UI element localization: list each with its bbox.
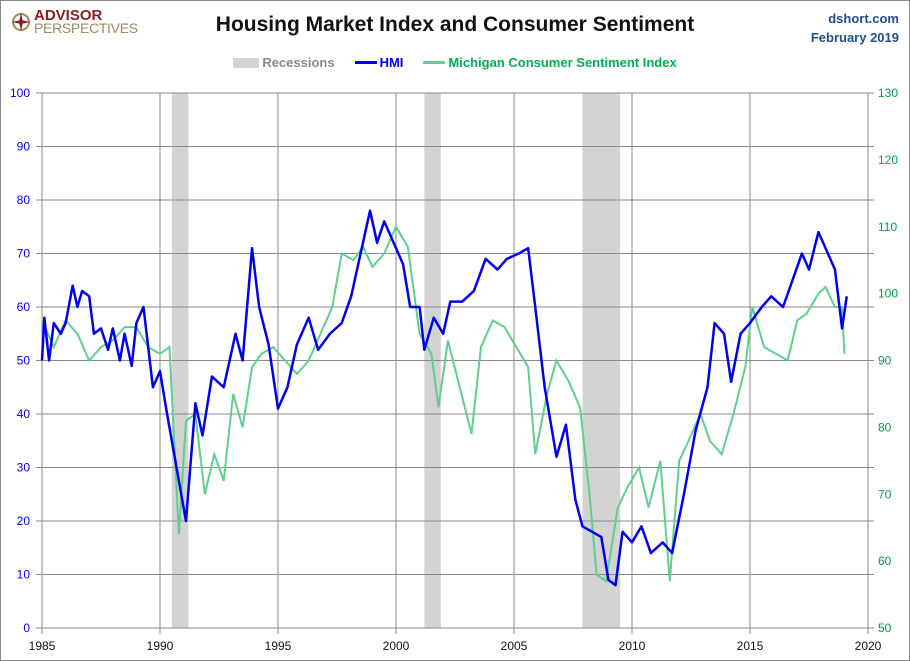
- x-axis-tick: 2010: [619, 639, 646, 653]
- series-line-sentiment: [41, 224, 846, 583]
- legend-label-sentiment: Michigan Consumer Sentiment Index: [448, 55, 677, 70]
- left-axis-tick: 10: [17, 568, 31, 582]
- legend-swatch-hmi: [354, 61, 377, 64]
- legend: Recessions HMI Michigan Consumer Sentime…: [1, 55, 909, 70]
- left-axis-tick: 60: [17, 300, 31, 314]
- right-axis-tick: 120: [878, 153, 898, 167]
- left-axis-tick: 80: [17, 193, 31, 207]
- legend-sentiment: Michigan Consumer Sentiment Index: [423, 55, 677, 70]
- right-axis-tick: 70: [878, 487, 892, 501]
- x-axis-tick: 2000: [383, 639, 410, 653]
- date-label: February 2019: [810, 30, 899, 45]
- right-axis-tick: 100: [878, 287, 898, 301]
- legend-label-hmi: HMI: [379, 55, 404, 70]
- compass-icon: [12, 13, 30, 31]
- x-axis-tick: 1990: [147, 639, 174, 653]
- legend-hmi: HMI: [354, 55, 404, 70]
- left-axis-tick: 70: [17, 247, 31, 261]
- source-label: dshort.com: [828, 11, 899, 26]
- right-axis-tick: 50: [878, 621, 892, 635]
- chart-title: Housing Market Index and Consumer Sentim…: [215, 13, 695, 36]
- right-axis-tick: 80: [878, 420, 892, 434]
- logo-line2: PERSPECTIVES: [34, 20, 138, 36]
- left-axis-tick: 20: [17, 514, 31, 528]
- x-axis-tick: 1985: [29, 639, 56, 653]
- legend-recessions: Recessions: [233, 55, 335, 70]
- right-axis-tick: 60: [878, 554, 892, 568]
- left-axis-tick: 50: [17, 354, 31, 368]
- left-axis-tick: 30: [17, 461, 31, 475]
- x-axis-tick: 2015: [737, 639, 764, 653]
- left-axis-tick: 90: [17, 140, 31, 154]
- x-axis-tick: 1995: [265, 639, 292, 653]
- left-axis-tick: 40: [17, 407, 31, 421]
- series-line-hmi: [40, 209, 848, 587]
- legend-swatch-recessions: [233, 57, 260, 68]
- right-axis-tick: 130: [878, 86, 898, 100]
- x-axis-tick: 2005: [501, 639, 528, 653]
- logo-line1: ADVISOR: [34, 7, 103, 24]
- legend-swatch-sentiment: [423, 61, 446, 64]
- right-axis-tick: 110: [878, 220, 897, 234]
- right-axis-tick: 90: [878, 354, 892, 368]
- x-axis-tick: 2020: [855, 639, 882, 653]
- legend-label-recessions: Recessions: [262, 55, 335, 70]
- left-axis-tick: 0: [23, 621, 30, 635]
- left-axis-tick: 100: [10, 86, 30, 100]
- advisor-perspectives-logo: ADVISOR PERSPECTIVES: [11, 7, 138, 36]
